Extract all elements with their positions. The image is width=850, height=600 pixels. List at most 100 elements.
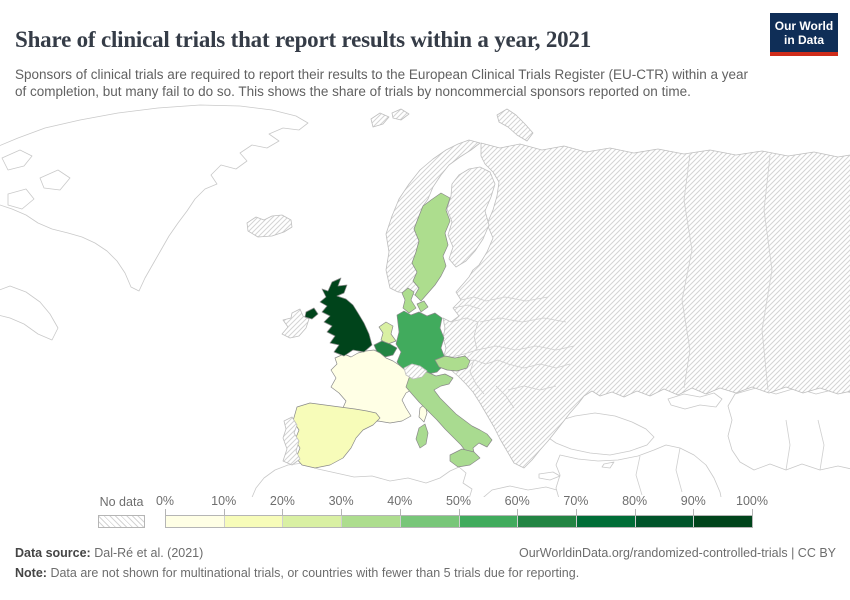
- country-ireland[interactable]: [281, 308, 310, 339]
- legend-tick: [517, 509, 519, 515]
- legend-tick-label: 50%: [445, 494, 472, 508]
- country-denmark[interactable]: [401, 287, 417, 314]
- legend-bin-0[interactable]: [166, 516, 224, 527]
- legend-tick: [458, 509, 460, 515]
- internal-border: [460, 296, 487, 302]
- legend-bin-3[interactable]: [341, 516, 400, 527]
- legend-tick: [575, 509, 577, 515]
- arctic-island-outline: [39, 169, 71, 191]
- owid-logo-line1: Our World: [774, 19, 834, 33]
- arctic-island-outline: [7, 188, 35, 210]
- legend-bin-9[interactable]: [693, 516, 753, 527]
- svalbard[interactable]: [370, 112, 390, 128]
- legend-tick-label: 10%: [211, 494, 237, 508]
- internal-border: [495, 385, 515, 409]
- legend-tick: [341, 509, 343, 515]
- owid-logo-line2: in Data: [783, 33, 824, 47]
- internal-border: [479, 317, 567, 323]
- page-title: Share of clinical trials that report res…: [15, 27, 592, 53]
- legend-tick: [399, 509, 401, 515]
- country-austria[interactable]: [434, 355, 471, 372]
- internal-border: [469, 359, 485, 395]
- footnote: Note: Data are not shown for multination…: [15, 566, 579, 580]
- legend-tick-label: 0%: [155, 494, 175, 508]
- internal-border: [485, 359, 509, 365]
- legend-bin-4[interactable]: [399, 516, 459, 527]
- legend-color-bar[interactable]: [165, 515, 753, 528]
- legend-tick-label: 80%: [622, 494, 648, 508]
- legend-tick-label: 100%: [736, 494, 768, 508]
- middle-east-outline: [555, 444, 722, 497]
- sardinia[interactable]: [415, 423, 429, 449]
- country-united-kingdom[interactable]: [319, 277, 373, 357]
- country-spain[interactable]: [292, 402, 381, 469]
- legend-no-data-swatch[interactable]: [98, 515, 145, 528]
- country-france[interactable]: [330, 349, 417, 424]
- turkey-outline: [544, 412, 655, 456]
- country-italy[interactable]: [405, 371, 493, 458]
- legend-tick: [752, 509, 753, 515]
- legend-bin-7[interactable]: [575, 516, 635, 527]
- internal-border: [452, 304, 481, 310]
- internal-border: [485, 296, 549, 302]
- crete-outline: [538, 471, 561, 481]
- sicily[interactable]: [449, 448, 481, 468]
- country-portugal[interactable]: [282, 416, 301, 466]
- data-source-label: Data source:: [15, 546, 91, 560]
- legend-tick-label: 90%: [680, 494, 706, 508]
- greenland-outline: [0, 104, 309, 292]
- central-asia-border: [817, 419, 825, 471]
- north-africa-outline: [251, 462, 473, 497]
- chart-subtitle: Sponsors of clinical trials are required…: [15, 66, 749, 100]
- country-netherlands[interactable]: [378, 321, 397, 345]
- legend-tick-label: 70%: [563, 494, 589, 508]
- legend-tick-label: 30%: [328, 494, 354, 508]
- legend-tick: [693, 509, 695, 515]
- country-finland[interactable]: [446, 166, 496, 268]
- europe-choropleth-map: [0, 104, 850, 497]
- legend-bin-1[interactable]: [223, 516, 283, 527]
- legend-bin-5[interactable]: [458, 516, 518, 527]
- arctic-island-outline: [1, 149, 33, 171]
- footnote-label: Note:: [15, 566, 47, 580]
- legend-bin-8[interactable]: [634, 516, 694, 527]
- country-sweden[interactable]: [411, 192, 451, 302]
- legend-no-data-label: No data: [99, 495, 144, 509]
- northern-ireland[interactable]: [304, 307, 319, 320]
- legend-tick: [282, 509, 284, 515]
- country-denmark-island[interactable]: [416, 300, 429, 313]
- legend-tick: [165, 509, 166, 515]
- internal-border: [761, 155, 773, 391]
- country-switzerland[interactable]: [403, 363, 428, 380]
- legend-tick: [223, 509, 225, 515]
- internal-border: [450, 317, 479, 323]
- footnote-text: Data are not shown for multinational tri…: [50, 566, 580, 580]
- legend-bin-6[interactable]: [517, 516, 576, 527]
- data-source: Data source: Dal-Ré et al. (2021): [15, 546, 203, 560]
- owid-url-license[interactable]: OurWorldinData.org/randomized-controlled…: [518, 546, 836, 560]
- caucasus-outline: [667, 392, 723, 410]
- internal-border: [507, 385, 557, 391]
- labrador-coast-outline: [0, 285, 59, 341]
- internal-border: [681, 153, 693, 389]
- legend-tick-label: 40%: [387, 494, 413, 508]
- legend-bin-2[interactable]: [282, 516, 342, 527]
- legend-tick: [634, 509, 636, 515]
- internal-border: [476, 345, 575, 351]
- legend-tick-label: 60%: [504, 494, 530, 508]
- legend-tick-label: 20%: [269, 494, 295, 508]
- data-source-text: Dal-Ré et al. (2021): [94, 546, 204, 560]
- middle-east-border: [675, 447, 683, 493]
- central-asia-outline: [727, 387, 850, 471]
- middle-east-border: [635, 455, 643, 496]
- internal-border: [507, 363, 571, 369]
- svalbard[interactable]: [391, 108, 410, 121]
- country-iceland[interactable]: [246, 214, 293, 238]
- novaya-zemlya[interactable]: [496, 108, 534, 142]
- country-russia-eastern-europe[interactable]: [442, 142, 850, 469]
- central-asia-border: [785, 419, 791, 471]
- owid-logo[interactable]: Our World in Data: [770, 13, 838, 56]
- internal-border: [473, 321, 479, 351]
- cyprus-outline: [601, 461, 615, 469]
